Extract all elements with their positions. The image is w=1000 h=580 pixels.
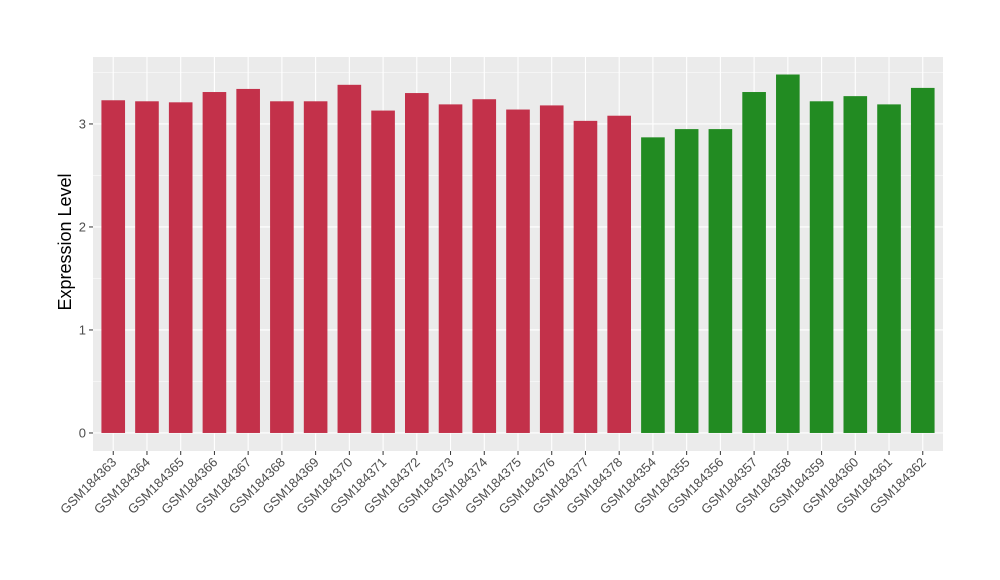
bar-GSM184357 — [742, 92, 766, 433]
bar-GSM184377 — [573, 120, 598, 433]
y-tick-label: 1 — [79, 322, 86, 337]
bar-GSM184364 — [135, 101, 159, 433]
bar-GSM184363 — [101, 100, 126, 433]
y-tick-label: 0 — [79, 425, 86, 440]
bar-GSM184371 — [371, 110, 395, 433]
y-axis-label: Expression Level — [55, 173, 75, 310]
bar-GSM184359 — [809, 101, 834, 433]
bar-GSM184369 — [303, 101, 328, 433]
bar-GSM184355 — [674, 129, 699, 433]
bar-GSM184358 — [776, 74, 800, 433]
y-tick-label: 3 — [79, 116, 86, 131]
bar-GSM184356 — [708, 129, 733, 433]
bar-GSM184376 — [539, 105, 564, 433]
bar-GSM184378 — [607, 115, 631, 433]
bar-GSM184361 — [877, 104, 901, 433]
bar-GSM184362 — [910, 87, 935, 433]
bar-GSM184354 — [641, 137, 665, 433]
bar-GSM184368 — [270, 101, 294, 433]
bar-GSM184374 — [472, 99, 497, 433]
bar-GSM184360 — [843, 96, 868, 433]
bar-GSM184366 — [202, 92, 227, 433]
bar-GSM184373 — [438, 104, 463, 433]
bar-GSM184372 — [405, 93, 429, 433]
bar-GSM184365 — [168, 102, 193, 433]
bar-GSM184367 — [236, 88, 260, 433]
bar-GSM184370 — [337, 84, 362, 433]
y-tick-label: 2 — [79, 219, 86, 234]
bar-GSM184375 — [506, 109, 530, 433]
